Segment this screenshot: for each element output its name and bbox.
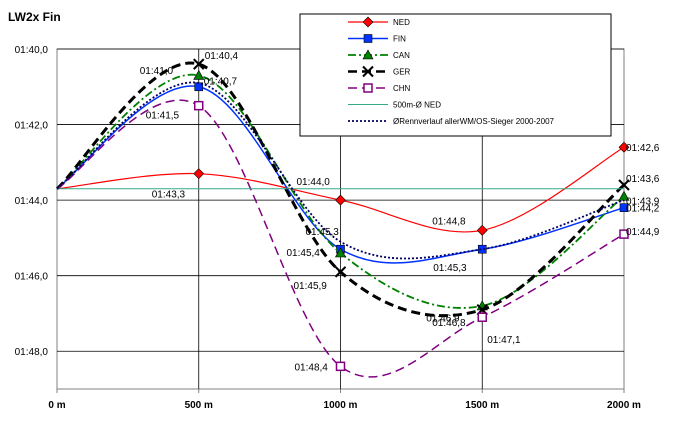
point-ned [193, 168, 205, 180]
series-line-rennverlauf-allerwm-os-sieger-2000-2007 [56, 81, 625, 260]
legend-marker-ned [362, 16, 374, 28]
chart-title: LW2x Fin [8, 10, 61, 24]
x-tick-label: 2000 m [607, 400, 641, 411]
data-label: 01:45,3 [433, 263, 467, 274]
legend-label-500m-ned: 500m-Ø NED [393, 101, 441, 110]
data-label: 01:44,2 [626, 204, 660, 215]
legend-label-can: CAN [393, 51, 410, 60]
data-label: 01:40,4 [205, 51, 239, 62]
point-ned [476, 224, 488, 236]
point-chn [335, 361, 346, 372]
legend-marker-fin [363, 34, 373, 43]
legend-label-rennverlauf-allerwm-os-sieger-2000-2007: ØRennverlauf allerWM/OS-Sieger 2000-2007 [393, 117, 555, 126]
point-ned [618, 141, 630, 153]
legend-label-ger: GER [393, 68, 411, 77]
data-label: 01:42,6 [626, 143, 660, 154]
data-label: 01:45,9 [294, 281, 328, 292]
series-line-chn [56, 99, 625, 378]
point-chn [194, 100, 204, 111]
legend-label-ned: NED [393, 18, 410, 27]
series-line-can [56, 73, 625, 309]
data-label: 01:44,9 [626, 227, 660, 238]
legend-label-chn: CHN [393, 84, 411, 93]
y-tick-label: 01:44,0 [15, 196, 49, 207]
point-ger [193, 58, 205, 70]
data-label: 01:43,3 [152, 190, 186, 201]
x-axis: 0 m 500 m 1000 m 1500 m 2000 m [48, 389, 641, 411]
y-tick-label: 01:46,0 [15, 272, 49, 283]
point-can [334, 247, 347, 258]
data-label: 01:41,0 [140, 66, 174, 77]
data-label: 01:46,8 [432, 318, 466, 329]
legend-marker-can [362, 49, 374, 60]
data-label: 01:44,8 [432, 216, 466, 227]
data-label: 01:45,3 [306, 227, 340, 238]
legend-label-fin: FIN [393, 35, 406, 44]
x-tick-label: 1500 m [465, 400, 499, 411]
x-tick-label: 1000 m [324, 400, 358, 411]
x-tick-label: 500 m [185, 400, 213, 411]
data-label: 01:41,5 [146, 111, 180, 122]
data-label: 01:40,7 [204, 76, 238, 87]
y-tick-label: 01:48,0 [15, 347, 49, 358]
series-group [56, 58, 630, 378]
y-tick-label: 01:42,0 [15, 121, 49, 132]
legend-box [299, 13, 612, 137]
legend-marker-chn [363, 83, 373, 93]
data-label: 01:47,1 [487, 335, 521, 346]
point-fin [619, 203, 629, 212]
data-labels: 01:43,3 01:44,0 01:44,8 01:42,6 01:41,0 01:45… [140, 51, 660, 373]
legend: NED FIN CAN GER CHN 500m-Ø NED ØRennverlauf al… [299, 13, 612, 137]
x-tick-label: 0 m [48, 400, 65, 411]
data-label: 01:46,9 [426, 314, 460, 325]
data-label: 01:43,9 [626, 196, 660, 207]
point-ned [335, 194, 346, 206]
data-label: 01:44,0 [297, 177, 331, 188]
legend-marker-ger [362, 65, 374, 78]
point-ger [334, 266, 347, 278]
point-chn [477, 312, 487, 322]
point-fin [477, 244, 487, 254]
y-tick-label: 01:40,0 [15, 45, 49, 56]
data-label: 01:45,4 [287, 248, 321, 259]
data-label: 01:48,4 [295, 362, 329, 373]
point-can [193, 69, 205, 80]
data-label: 01:43,6 [626, 174, 660, 185]
point-chn [619, 229, 629, 239]
y-axis: 01:40,0 01:42,0 01:44,0 01:46,0 01:48,0 [15, 45, 49, 358]
